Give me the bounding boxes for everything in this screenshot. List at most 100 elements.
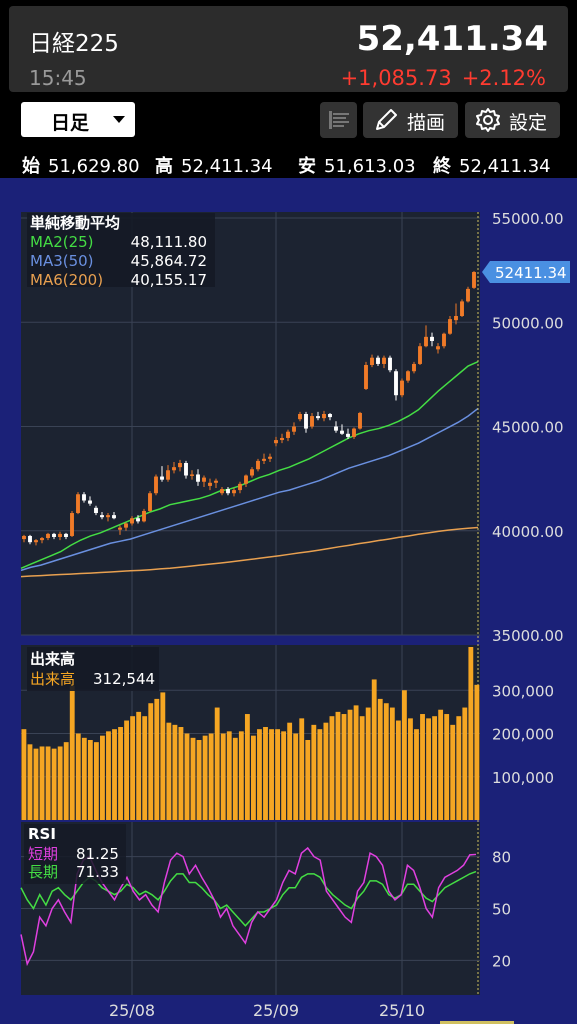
volume-bar <box>377 698 383 820</box>
volume-bar <box>281 731 287 820</box>
volume-bar <box>214 707 220 820</box>
candle <box>340 430 344 434</box>
volume-bar <box>444 714 450 820</box>
candle <box>226 489 230 494</box>
candle <box>460 301 464 316</box>
rsi-legend-box <box>24 824 126 884</box>
candle <box>274 440 278 444</box>
volume-bar <box>462 707 468 820</box>
volume-bar <box>329 716 335 820</box>
candle <box>52 533 56 538</box>
volume-bar <box>81 737 87 820</box>
volume-title: 出来高 <box>30 650 75 668</box>
volume-bar <box>154 698 160 820</box>
y-tick-label: 50 <box>492 901 511 919</box>
high-price: 高 52,411.34 <box>155 152 273 178</box>
candle <box>436 346 440 350</box>
volume-bar <box>226 731 232 820</box>
x-tick-label: 25/09 <box>253 1001 299 1020</box>
candle <box>28 535 32 543</box>
volume-bar <box>184 733 190 820</box>
volume-bar <box>124 720 130 820</box>
candle <box>220 489 224 494</box>
candle <box>172 467 176 471</box>
volume-bar <box>317 729 323 820</box>
candle <box>94 507 98 514</box>
volume-bar <box>275 729 280 820</box>
volume-bar <box>432 716 438 820</box>
panel-toggle-button[interactable] <box>320 102 357 138</box>
ma-legend-name: MA3(50) <box>30 252 94 270</box>
volume-bar <box>456 716 462 820</box>
low-value: 51,613.03 <box>324 156 416 177</box>
pencil-icon <box>376 109 397 130</box>
candle <box>280 437 284 441</box>
volume-bar <box>293 733 299 820</box>
volume-bar <box>196 739 202 820</box>
draw-button[interactable]: 描画 <box>363 102 458 138</box>
high-label: 高 <box>155 156 173 177</box>
volume-value: 312,544 <box>93 670 155 688</box>
period-label: 日足 <box>51 112 90 134</box>
volume-bar <box>238 731 244 820</box>
candle <box>64 533 68 538</box>
y-tick-label: 55000.00 <box>492 210 564 228</box>
candle <box>418 346 422 364</box>
candle <box>400 380 404 396</box>
volume-bar <box>45 746 51 820</box>
candle <box>466 288 470 302</box>
candle <box>358 412 362 429</box>
volume-bar <box>130 716 136 820</box>
ma50-line <box>20 407 479 572</box>
volume-bar <box>100 735 105 820</box>
candle <box>256 460 260 470</box>
volume-bar <box>220 733 226 820</box>
candle <box>160 476 164 480</box>
candle <box>370 357 374 365</box>
volume-bar <box>106 731 111 820</box>
volume-bar <box>408 718 413 820</box>
volume-bar <box>438 709 444 820</box>
volume-bar <box>383 703 389 820</box>
volume-bar <box>365 707 371 820</box>
volume-bar <box>269 729 274 820</box>
y-tick-label: 20 <box>492 952 511 970</box>
change-value: +1,085.73 <box>340 66 452 90</box>
candle <box>412 363 416 372</box>
volume-bar <box>142 716 148 820</box>
quote-time: 15:45 <box>29 66 87 90</box>
close-value: 52,411.34 <box>459 156 551 177</box>
gear-icon <box>476 108 500 132</box>
volume-bar <box>244 714 250 820</box>
chart-area[interactable]: 25/08 25/09 25/10 55000.00 50000.00 45000.00 4… <box>0 178 577 1024</box>
rsi-legend-value: 81.25 <box>76 845 119 863</box>
volume-bar <box>190 737 196 820</box>
candle <box>34 540 38 543</box>
volume-bar <box>414 729 419 820</box>
x-tick-label: 25/10 <box>379 1001 425 1020</box>
candle <box>100 515 104 518</box>
rsi-legend-name: 短期 <box>28 845 58 863</box>
volume-bar <box>69 685 75 820</box>
open-label: 始 <box>22 156 40 177</box>
candle <box>310 416 314 427</box>
candle <box>166 470 170 480</box>
period-select[interactable]: 日足 <box>21 102 135 137</box>
candle <box>130 518 134 524</box>
volume-bar <box>389 707 395 820</box>
volume-bar <box>208 733 214 820</box>
quote-box: 日経225 52,411.34 15:45 +1,085.73 +2.12% <box>9 6 568 92</box>
settings-button[interactable]: 設定 <box>465 102 560 138</box>
candle <box>142 510 146 522</box>
candle <box>154 476 158 494</box>
volume-bar <box>335 711 341 820</box>
candle <box>406 371 410 381</box>
volume-bar <box>51 748 57 820</box>
price-change: +1,085.73 +2.12% <box>331 66 546 90</box>
volume-legend-box <box>27 647 159 691</box>
candle <box>70 513 74 536</box>
quote-header: 日経225 52,411.34 15:45 +1,085.73 +2.12% 日足… <box>0 0 577 178</box>
candle <box>136 518 140 522</box>
candle <box>250 469 254 476</box>
candle <box>472 272 476 288</box>
